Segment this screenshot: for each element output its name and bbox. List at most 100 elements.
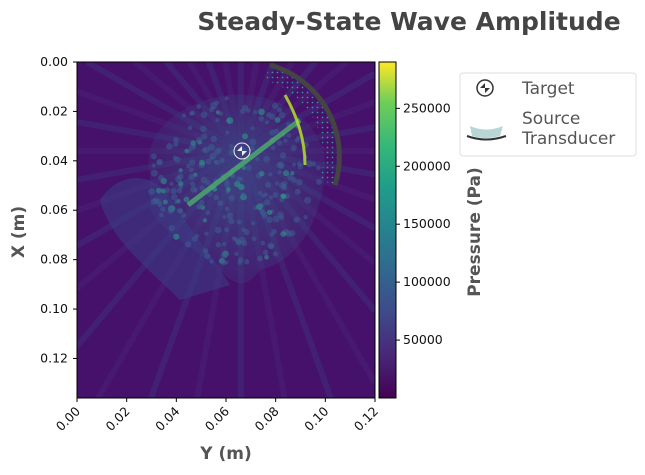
speckle-dot <box>241 227 246 232</box>
colorbar-ticks: 50000 100000 150000 200000 250000 <box>396 100 451 347</box>
speckle-dot <box>205 210 211 216</box>
x-tick-label: 0.06 <box>202 403 232 433</box>
speckle-dot <box>200 125 207 133</box>
neck-region <box>100 178 230 300</box>
x-tick-label: 0.02 <box>102 404 132 434</box>
speckle-dot <box>280 231 287 237</box>
speckle-dot <box>238 177 244 182</box>
target-circle-icon <box>476 79 494 97</box>
speckle-dot <box>148 188 156 196</box>
speckle-dot <box>156 159 162 165</box>
speckle-dot <box>150 153 157 160</box>
speckle-dot <box>220 259 227 266</box>
speckle-dot <box>249 146 255 152</box>
speckle-dot <box>209 259 214 264</box>
y-axis-label: X (m) <box>9 206 29 258</box>
speckle-dot <box>264 182 272 189</box>
x-tick-label: 0.10 <box>301 403 331 433</box>
speckle-dot <box>173 233 180 240</box>
speckle-dot <box>224 181 230 188</box>
speckle-dot <box>215 118 220 123</box>
speckle-dot <box>170 193 178 201</box>
speckle-dot <box>226 117 234 125</box>
speckle-dot <box>205 158 212 165</box>
y-tick-label: 0.12 <box>40 350 68 365</box>
x-tick-label: 0.08 <box>251 403 281 433</box>
colorbar-label: Pressure (Pa) <box>465 167 485 297</box>
speckle-dot <box>274 117 281 123</box>
speckle-dot <box>217 200 224 207</box>
speckle-dot <box>257 190 263 196</box>
speckle-dot <box>270 145 276 151</box>
speckle-dot <box>264 120 270 125</box>
speckle-dot <box>268 172 273 177</box>
speckle-dot <box>288 230 296 237</box>
speckle-dot <box>293 216 300 223</box>
speckle-dot <box>274 181 280 186</box>
speckle-dot <box>167 207 174 214</box>
legend-label-target: Target <box>521 79 575 99</box>
speckle-dot <box>209 156 214 161</box>
colorbar-tick-label: 150000 <box>403 216 451 231</box>
speckle-dot <box>228 194 235 202</box>
speckle-dot <box>195 136 203 144</box>
colorbar-tick-label: 50000 <box>403 332 443 347</box>
speckle-dot <box>263 192 268 197</box>
speckle-dot <box>239 108 246 114</box>
legend-label-source: Source Transducer <box>521 109 615 149</box>
speckle-dot <box>290 144 297 152</box>
skull-reflection <box>283 94 307 166</box>
speckle-dot <box>294 137 300 143</box>
speckle-dot <box>174 156 181 163</box>
speckle-dot <box>159 212 164 218</box>
speckle-dot <box>249 138 257 146</box>
speckle-dot <box>316 179 322 185</box>
speckle-dot <box>242 133 249 140</box>
speckle-dot <box>228 218 235 225</box>
speckle-dot <box>286 133 292 139</box>
speckle-dot <box>277 169 282 175</box>
speckle-dot <box>224 206 230 211</box>
speckle-dot <box>262 249 269 256</box>
speckle-dot <box>259 170 265 177</box>
speckle-dot <box>266 216 273 223</box>
speckle-dot <box>272 192 279 198</box>
speckle-dot <box>162 199 168 205</box>
speckle-dot <box>256 255 263 262</box>
speckle-dot <box>210 135 217 143</box>
speckle-dot <box>258 108 265 116</box>
speckle-dot <box>178 208 184 214</box>
speckle-dot <box>290 171 295 176</box>
speckle-dot <box>183 196 190 203</box>
speckle-dot <box>296 178 303 186</box>
speckle-dot <box>184 241 192 248</box>
speckle-dot <box>297 163 304 170</box>
speckle-dot <box>229 143 234 149</box>
speckle-dot <box>250 126 255 131</box>
speckle-pattern <box>148 96 322 266</box>
speckle-dot <box>164 187 170 193</box>
speckle-dot <box>269 129 276 136</box>
speckle-dot <box>311 161 317 167</box>
speckle-dot <box>215 242 222 248</box>
speckle-dot <box>158 174 164 181</box>
speckle-dot <box>157 201 163 208</box>
speckle-dot <box>266 209 273 216</box>
speckle-dot <box>196 203 203 210</box>
speckle-dot <box>199 185 206 191</box>
x-tick-label: 0.04 <box>152 403 182 433</box>
speckle-dot <box>238 184 245 191</box>
target-marker <box>233 142 251 160</box>
speckle-dot <box>260 209 267 216</box>
speckle-dot <box>256 203 263 210</box>
speckle-dot <box>187 125 193 131</box>
speckle-dot <box>224 96 229 101</box>
speckle-dot <box>201 133 208 140</box>
source-transducer <box>269 62 342 186</box>
y-tick-label: 0.06 <box>40 202 68 217</box>
colorbar-tick-label: 200000 <box>403 158 451 173</box>
speckle-dot <box>177 188 183 194</box>
speckle-dot <box>240 192 246 197</box>
speckle-dot <box>222 214 227 219</box>
speckle-dot <box>184 148 189 154</box>
